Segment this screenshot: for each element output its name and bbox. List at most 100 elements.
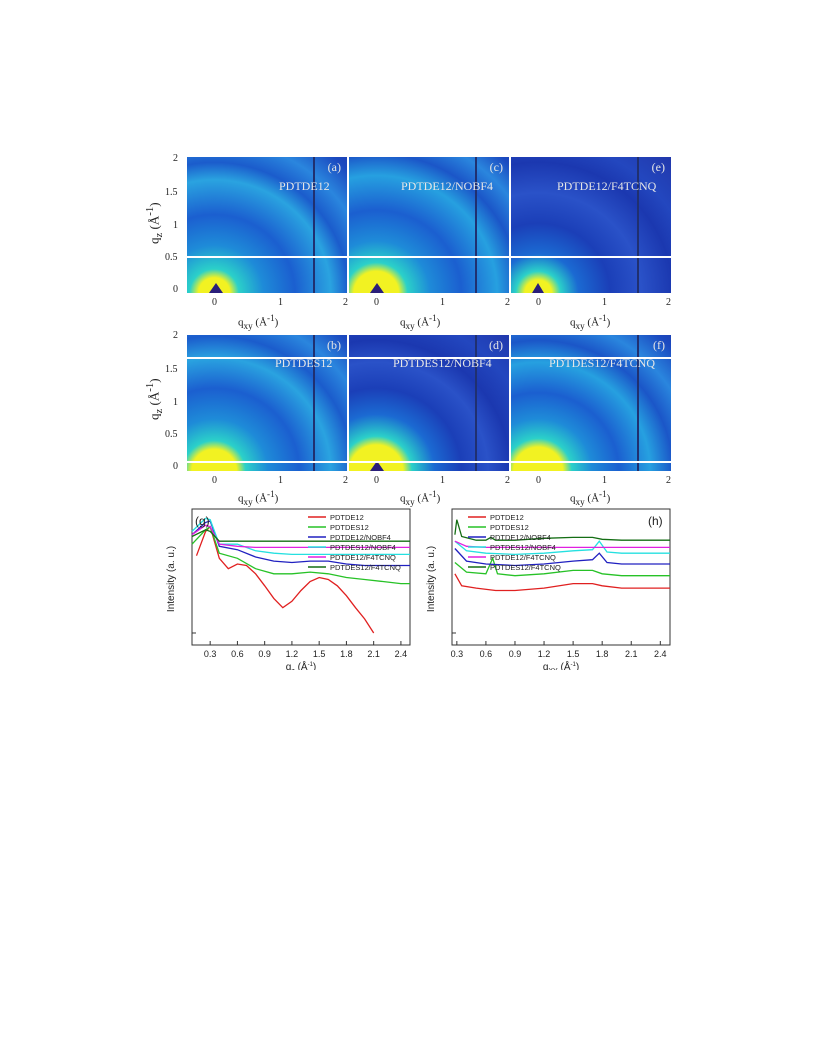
series-line (191, 517, 410, 556)
series-line (454, 556, 670, 577)
panel-sample-name: PDTDES12/F4TCNQ (549, 356, 656, 370)
y-axis-label: Intensity (a. u.) (166, 546, 177, 612)
row2-qxy-tick: 0 (374, 475, 379, 486)
row1-qxy-tick: 2 (343, 297, 348, 308)
row1-qxy-axis-label: qxy (Å-1) (400, 313, 441, 331)
row1-qxy-tick: 1 (602, 297, 607, 308)
panel-tag: (e) (651, 160, 665, 174)
row2-qxy-axis-label: qxy (Å-1) (400, 489, 441, 507)
detector-gap (475, 335, 477, 471)
series-line (454, 573, 670, 592)
x-axis-label: qz (Å-1) (286, 660, 317, 670)
panel-tag: (d) (489, 338, 503, 352)
giwaxs-map-e: (e) PDTDE12/F4TCNQ (511, 157, 671, 293)
line-plot-g: 0.3 0.6 0.9 1.2 1.5 1.8 2.1 2.4 Intensity (a. u.… (166, 508, 411, 670)
panel-sample-name: PDTDE12 (279, 179, 330, 193)
row2-qz-tick: 1.5 (165, 364, 178, 375)
x-tick-label: 1.8 (596, 649, 609, 659)
panel-tag: (b) (327, 338, 341, 352)
legend-entry: PDTDES12/NOBF4 (330, 543, 396, 552)
row2-qxy-tick: 1 (602, 475, 607, 486)
line-plot-h: 0.3 0.6 0.9 1.2 1.5 1.8 2.1 2.4 Intensity (a. u.… (426, 508, 671, 670)
series-line (454, 519, 670, 541)
panel-tag: (g) (195, 514, 210, 528)
panel-tag: (h) (648, 514, 663, 528)
row2-qxy-tick: 2 (666, 475, 671, 486)
legend-entry: PDTDES12/NOBF4 (490, 543, 556, 552)
beamstop (370, 283, 384, 293)
x-tick-label: 2.1 (367, 649, 380, 659)
x-tick-label: 1.5 (567, 649, 580, 659)
panel-tag: (c) (489, 160, 503, 174)
series-line (454, 548, 670, 567)
series-line (191, 529, 410, 542)
row1-qz-tick: 0 (173, 284, 178, 295)
y-axis-label: Intensity (a. u.) (426, 546, 437, 612)
x-tick-label: 1.8 (340, 649, 353, 659)
giwaxs-map-d: (d) PDTDES12/NOBF4 (349, 335, 509, 471)
legend-entry: PDTDE12/F4TCNQ (330, 553, 396, 562)
beamstop (532, 283, 544, 293)
panel-tag: (f) (653, 338, 665, 352)
series-line (454, 540, 670, 556)
detector-gap (637, 157, 639, 293)
row1-qxy-axis-label: qxy (Å-1) (238, 313, 279, 331)
detector-gap (313, 157, 315, 293)
legend-entry: PDTDE12/F4TCNQ (490, 553, 556, 562)
panel-tag: (a) (327, 160, 341, 174)
legend-entry: PDTDES12/F4TCNQ (330, 563, 401, 572)
row2-qxy-tick: 0 (536, 475, 541, 486)
row1-qz-axis-label: qz (Å-1) (144, 202, 165, 244)
giwaxs-map-b: (b) PDTDES12 (187, 335, 347, 471)
detector-gap (475, 157, 477, 293)
row2-qxy-axis-label: qxy (Å-1) (570, 489, 611, 507)
legend-entry: PDTDES12 (330, 523, 369, 532)
x-axis-label: qXY (Å-1) (543, 660, 579, 670)
row1-qz-tick: 2 (173, 153, 178, 164)
giwaxs-map-c: (c) PDTDE12/NOBF4 (349, 157, 509, 293)
series-line (191, 524, 410, 549)
row1-qxy-tick: 2 (505, 297, 510, 308)
horizontal-cut-line (187, 256, 671, 258)
panel-sample-name: PDTDES12 (275, 356, 333, 370)
row2-qxy-tick: 2 (505, 475, 510, 486)
x-tick-label: 0.3 (451, 649, 464, 659)
detector-gap (637, 335, 639, 471)
series-line (195, 525, 375, 634)
plot-frame (451, 508, 671, 646)
horizontal-cut-line (187, 461, 671, 463)
x-tick-label: 0.3 (204, 649, 217, 659)
x-tick-label: 0.6 (231, 649, 244, 659)
x-tick-label: 1.2 (286, 649, 299, 659)
row2-qxy-tick: 1 (440, 475, 445, 486)
x-tick-label: 0.9 (258, 649, 271, 659)
row1-qxy-tick: 0 (536, 297, 541, 308)
row1-qxy-tick: 1 (440, 297, 445, 308)
plot-frame (191, 508, 411, 646)
beamstop (209, 283, 223, 293)
x-tick-label: 2.4 (654, 649, 667, 659)
row2-qz-tick: 0 (173, 461, 178, 472)
x-tick-label: 0.6 (480, 649, 493, 659)
row1-qz-tick: 1.5 (165, 187, 178, 198)
legend-entry: PDTDE12 (490, 513, 524, 522)
panel-sample-name: PDTDE12/NOBF4 (401, 179, 494, 193)
panel-sample-name: PDTDES12/NOBF4 (393, 356, 492, 370)
row2-qz-tick: 2 (173, 330, 178, 341)
row1-qxy-tick: 1 (278, 297, 283, 308)
legend-entry: PDTDE12/NOBF4 (490, 533, 551, 542)
horizontal-cut-line (187, 357, 671, 359)
panel-sample-name: PDTDE12/F4TCNQ (557, 179, 657, 193)
row2-qz-tick: 0.5 (165, 429, 178, 440)
x-tick-label: 1.2 (538, 649, 551, 659)
giwaxs-map-f: (f) PDTDES12/F4TCNQ (511, 335, 671, 471)
legend-entry: PDTDE12 (330, 513, 364, 522)
row1-qxy-axis-label: qxy (Å-1) (570, 313, 611, 331)
legend-entry: PDTDE12/NOBF4 (330, 533, 391, 542)
detector-gap (313, 335, 315, 471)
row1-qxy-tick: 2 (666, 297, 671, 308)
row2-qxy-axis-label: qxy (Å-1) (238, 489, 279, 507)
row1-qxy-tick: 0 (374, 297, 379, 308)
row1-qxy-tick: 0 (212, 297, 217, 308)
row1-qz-tick: 0.5 (165, 252, 178, 263)
